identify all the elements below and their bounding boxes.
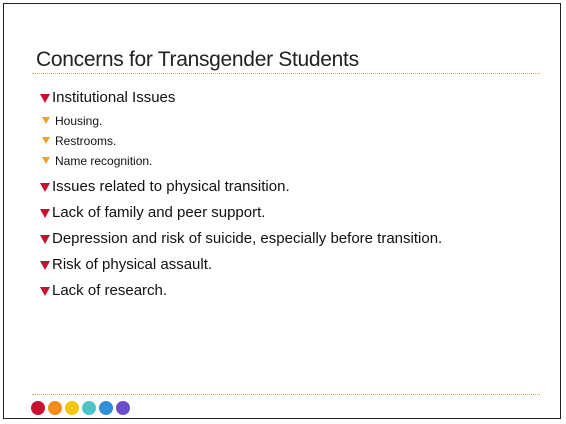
sub-bullet: Restrooms.: [42, 131, 472, 151]
title-rule: [32, 73, 540, 74]
bullet-list: Institutional Issues Housing. Restrooms. Na…: [40, 85, 472, 304]
sub-bullet: Housing.: [42, 111, 472, 131]
slide: Concerns for Transgender Students Instit…: [3, 3, 561, 419]
bullet: Institutional Issues: [40, 85, 472, 111]
sub-bullet: Name recognition.: [42, 151, 472, 171]
bullet: Depression and risk of suicide, especial…: [40, 226, 472, 252]
dot: [82, 401, 96, 415]
dot: [48, 401, 62, 415]
dot: [65, 401, 79, 415]
dot: [99, 401, 113, 415]
bullet: Lack of research.: [40, 278, 472, 304]
sub-list: Housing. Restrooms. Name recognition.: [40, 111, 472, 171]
bullet: Issues related to physical transition.: [40, 174, 472, 200]
slide-title: Concerns for Transgender Students: [36, 48, 359, 71]
bullet: Risk of physical assault.: [40, 252, 472, 278]
footer-rule: [32, 394, 540, 395]
dot: [31, 401, 45, 415]
dot: [116, 401, 130, 415]
footer-dots: [31, 401, 130, 415]
bullet: Lack of family and peer support.: [40, 200, 472, 226]
